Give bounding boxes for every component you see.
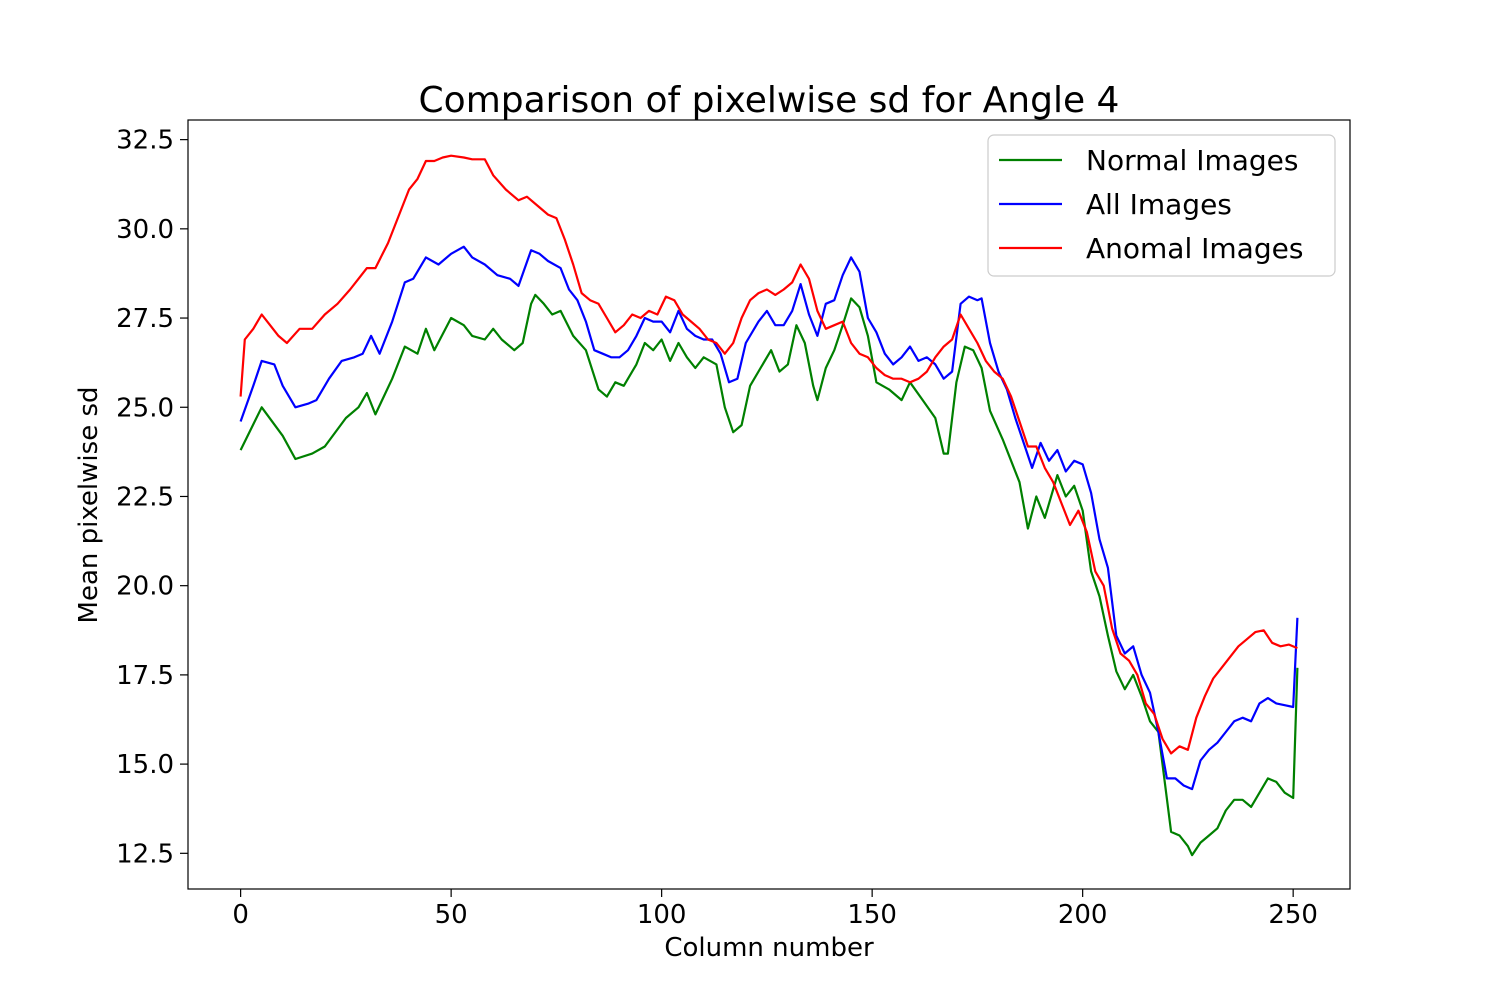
- y-tick-label: 15.0: [116, 750, 174, 780]
- x-tick-label: 150: [847, 900, 897, 930]
- y-axis: 12.5 15.0 17.5 20.0 22.5 25.0 27.5 30.0 32.5: [116, 126, 188, 869]
- x-tick-label: 100: [637, 900, 687, 930]
- y-tick-label: 32.5: [116, 126, 174, 156]
- y-tick-label: 17.5: [116, 661, 174, 691]
- y-tick-label: 25.0: [116, 393, 174, 423]
- x-tick-label: 200: [1058, 900, 1108, 930]
- y-tick-label: 30.0: [116, 215, 174, 245]
- x-tick-label: 250: [1268, 900, 1318, 930]
- plot-frame: [187, 119, 1351, 890]
- chart-title: Comparison of pixelwise sd for Angle 4: [419, 80, 1120, 121]
- x-tick-label: 50: [435, 900, 468, 930]
- y-axis-label: Mean pixelwise sd: [74, 387, 104, 624]
- x-tick-label: 0: [232, 900, 249, 930]
- y-tick-label: 22.5: [116, 482, 174, 512]
- series-line-all-images: [239, 245, 1299, 791]
- legend-label-anomal-images: Anomal Images: [1086, 232, 1303, 265]
- legend-label-all-images: All Images: [1086, 188, 1232, 221]
- y-tick-label: 27.5: [116, 304, 174, 334]
- x-axis-label: Column number: [664, 933, 874, 963]
- series-line-anomal-images: [239, 154, 1298, 755]
- legend-box: [987, 134, 1336, 277]
- y-tick-label: 20.0: [116, 572, 174, 602]
- y-tick-label: 12.5: [116, 839, 174, 869]
- legend-label-normal-images: Normal Images: [1086, 144, 1299, 177]
- legend: Normal Images All Images Anomal Images: [987, 134, 1336, 277]
- series-line-normal-images: [239, 293, 1299, 857]
- x-axis: 0 50 100 150 200 250: [232, 889, 1318, 930]
- plot-area: [239, 154, 1299, 857]
